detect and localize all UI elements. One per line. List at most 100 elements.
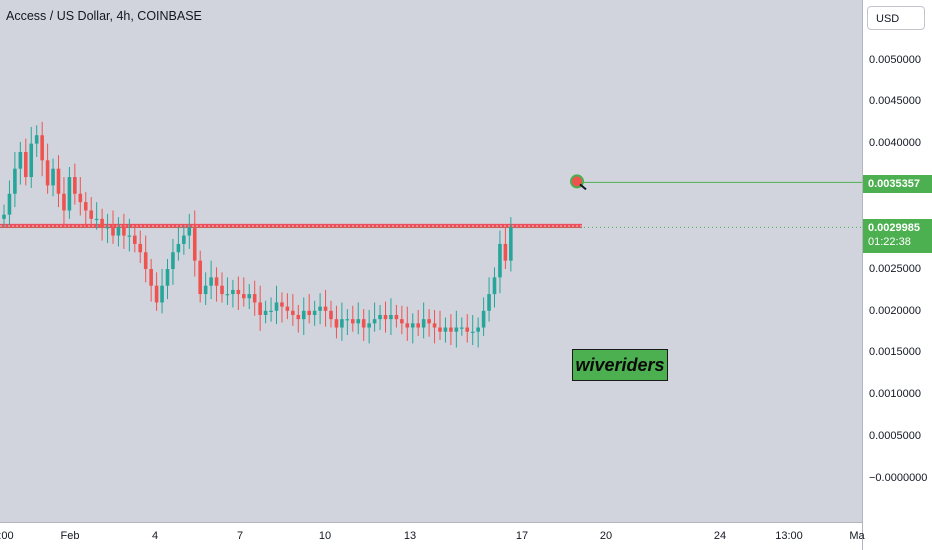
candle-body: [367, 323, 371, 328]
candle-body: [62, 193, 66, 211]
candle-body: [258, 302, 262, 315]
candle-body: [143, 252, 148, 269]
candle-body: [29, 143, 34, 178]
candle-body: [94, 218, 99, 221]
candle-body: [165, 269, 170, 286]
candle-body: [421, 319, 426, 328]
candle-body: [470, 331, 475, 333]
candle-body: [78, 193, 83, 203]
candle-body: [492, 277, 497, 295]
price-axis[interactable]: USD 0.0050000 0.0045000 0.0040000 0.0025000…: [862, 0, 932, 550]
candle-body: [269, 310, 273, 312]
candle-body: [24, 151, 28, 178]
candle-body: [345, 319, 350, 321]
target-marker-handle: [579, 183, 587, 191]
time-tick-label: 7: [236, 530, 244, 542]
candle-body: [127, 235, 132, 237]
time-tick-label: 10: [318, 530, 332, 542]
time-tick-label: :00: [0, 530, 14, 542]
candle-body: [45, 160, 50, 186]
candle-body: [400, 319, 404, 324]
candle-body: [340, 319, 344, 328]
time-tick-label: 4: [151, 530, 159, 542]
candle-body: [83, 202, 88, 211]
candle-body: [351, 319, 355, 324]
candle-body: [460, 327, 464, 329]
candle-body: [247, 294, 252, 299]
resistance-zone: [0, 223, 582, 229]
candle-body: [312, 310, 317, 315]
candle-body: [274, 302, 279, 311]
candle-body: [405, 323, 410, 328]
candle-body: [291, 310, 295, 315]
candle-body: [285, 306, 290, 311]
candle-body: [329, 310, 333, 320]
candle-body: [100, 218, 104, 228]
last-price-value: 0.0029985: [868, 222, 920, 234]
candle-body: [296, 314, 301, 320]
candle-body: [236, 289, 241, 295]
candle-body: [427, 319, 431, 324]
candle-body: [280, 302, 284, 307]
candlestick-plot[interactable]: [0, 0, 862, 522]
price-tick-label: 0.0005000: [869, 430, 921, 442]
candle-body: [383, 314, 388, 320]
candle-body: [56, 168, 61, 194]
candle-body: [443, 327, 448, 332]
time-tick-label: Ma: [849, 530, 865, 542]
candle-body: [242, 294, 246, 299]
candle-body: [176, 243, 181, 253]
candle-body: [105, 227, 110, 229]
time-tick-label: Feb: [60, 530, 80, 542]
candle-body: [361, 319, 366, 328]
candle-body: [449, 327, 453, 332]
candle-body: [2, 214, 6, 219]
candle-body: [154, 285, 159, 303]
candle-body: [171, 252, 175, 269]
time-axis[interactable]: :00 Feb 4 7 10 13 17 20 24 13:00 Ma: [0, 522, 865, 550]
candle-body: [73, 177, 77, 194]
candle-body: [307, 310, 311, 315]
candle-body: [133, 235, 137, 244]
candle-body: [18, 151, 23, 169]
candle-body: [416, 323, 420, 328]
candle-body: [503, 243, 508, 261]
candle-body: [116, 227, 121, 236]
candle-body: [263, 310, 268, 315]
time-tick-label: 13: [403, 530, 417, 542]
candle-body: [323, 306, 328, 311]
target-price-tag: 0.0035357: [863, 175, 932, 193]
price-tick-label: −0.0000000: [869, 472, 928, 484]
candle-body: [34, 135, 39, 144]
candle-body: [389, 314, 393, 320]
candle-body: [465, 327, 470, 332]
candle-body: [498, 243, 502, 278]
candle-body: [378, 314, 382, 320]
price-tick-label: 0.0025000: [869, 263, 921, 275]
time-tick-label: 20: [599, 530, 613, 542]
time-tick-label: 24: [713, 530, 727, 542]
price-tick-label: 0.0020000: [869, 305, 921, 317]
price-tick-label: 0.0050000: [869, 54, 921, 66]
candle-body: [187, 227, 192, 236]
candle-body: [454, 327, 459, 332]
currency-button[interactable]: USD: [867, 6, 925, 30]
candle-body: [509, 227, 513, 261]
candle-body: [432, 323, 437, 328]
price-tick-label: 0.0015000: [869, 346, 921, 358]
candle-body: [13, 168, 17, 194]
last-price-tag: 0.0029985 01:22:38: [863, 219, 932, 253]
candle-body: [138, 243, 143, 253]
candle-body: [182, 235, 186, 244]
candle-body: [220, 285, 224, 295]
candle-body: [438, 327, 442, 332]
target-price-value: 0.0035357: [868, 178, 920, 190]
candle-body: [89, 210, 93, 219]
candle-body: [67, 177, 72, 211]
chart-area[interactable]: Access / US Dollar, 4h, COINBASE wiverid…: [0, 0, 862, 522]
candle-body: [111, 227, 115, 236]
candle-body: [476, 327, 480, 332]
candle-body: [198, 260, 202, 295]
candle-body: [192, 227, 197, 261]
candle-body: [214, 277, 219, 286]
